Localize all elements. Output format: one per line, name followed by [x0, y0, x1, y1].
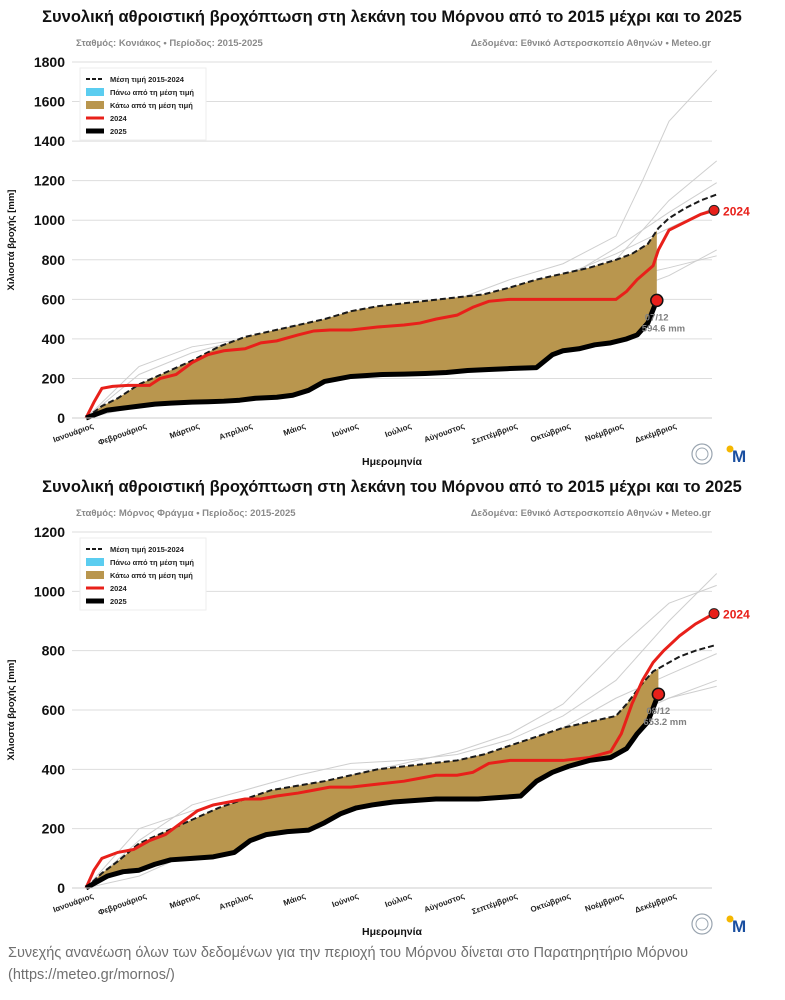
y-tick-label: 0 [57, 880, 65, 896]
y-axis-label: Χιλιοστά βροχής [mm] [6, 660, 17, 761]
legend-swatch-below [86, 571, 104, 579]
x-tick-label: Οκτώβριος [529, 421, 571, 444]
x-tick-label: Ιούλιος [384, 891, 413, 909]
chart-title: Συνολική αθροιστική βροχόπτωση στη λεκάν… [42, 8, 742, 26]
chart-mornos-dam-svg: Συνολική αθροιστική βροχόπτωση στη λεκάν… [6, 478, 750, 938]
year-2025-line [84, 693, 661, 891]
observatory-seal-inner-icon [695, 917, 709, 931]
legend-label: Πάνω από τη μέση τιμή [110, 558, 194, 567]
x-axis-label: Ημερομηνία [362, 456, 422, 468]
legend-label: 2024 [110, 584, 128, 593]
legend-swatch-above [86, 88, 104, 96]
x-tick-label: Αύγουστος [423, 891, 466, 914]
legend-label: Μέση τιμή 2015-2024 [110, 545, 185, 554]
chart-title: Συνολική αθροιστική βροχόπτωση στη λεκάν… [42, 478, 742, 496]
x-tick-label: Σεπτέμβριος [471, 891, 519, 916]
meteo-sun-icon [726, 445, 734, 453]
y-tick-label: 1400 [34, 133, 65, 149]
chart-konniakos: Συνολική αθροιστική βροχόπτωση στη λεκάν… [0, 0, 785, 470]
y-tick-label: 0 [57, 410, 65, 426]
other-year-line [85, 573, 718, 889]
x-tick-label: Δεκέμβριος [634, 421, 678, 444]
legend-label: Μέση τιμή 2015-2024 [110, 75, 185, 84]
y-tick-label: 1200 [34, 524, 65, 540]
y-tick-label: 400 [42, 761, 66, 777]
observatory-seal-inner-icon [695, 447, 709, 461]
legend: Μέση τιμή 2015-2024 Πάνω από τη μέση τιμή… [79, 67, 207, 141]
meteo-logo-icon: M [732, 917, 746, 936]
y-tick-label: 1600 [34, 94, 65, 110]
below-mean-area [86, 230, 657, 418]
legend: Μέση τιμή 2015-2024 Πάνω από τη μέση τιμή… [79, 537, 207, 611]
year-2024-line [84, 612, 715, 889]
below-mean-area [86, 668, 659, 888]
legend-label: Κάτω από τη μέση τιμή [110, 571, 193, 580]
y-axis-label: Χιλιοστά βροχής [mm] [6, 190, 17, 291]
chart-mornos-dam: Συνολική αθροιστική βροχόπτωση στη λεκάν… [0, 470, 785, 940]
x-tick-label: Φεβρουάριος [97, 891, 148, 917]
source-label: Δεδομένα: Εθνικό Αστεροσκοπείο Αθηνών • … [471, 508, 712, 519]
source-label: Δεδομένα: Εθνικό Αστεροσκοπείο Αθηνών • … [471, 38, 712, 49]
mean-line [85, 193, 718, 419]
x-tick-label: Ιούνιος [331, 891, 360, 909]
x-tick-label: Απρίλιος [218, 891, 254, 911]
x-axis-label: Ημερομηνία [362, 926, 422, 938]
x-tick-label: Φεβρουάριος [97, 421, 148, 447]
y-tick-label: 1000 [34, 212, 65, 228]
current-value-annotation: 653.2 mm [643, 717, 686, 728]
year-2025-current-marker [650, 293, 664, 308]
x-tick-label: Νοέμβριος [584, 421, 625, 443]
chart-konniakos-svg: Συνολική αθροιστική βροχόπτωση στη λεκάν… [6, 8, 750, 468]
legend-swatch-above [86, 558, 104, 566]
y-tick-label: 1800 [34, 54, 65, 70]
x-tick-label: Δεκέμβριος [634, 891, 678, 914]
mean-line [85, 643, 717, 889]
y-tick-label: 200 [42, 821, 66, 837]
x-tick-label: Μάρτιος [168, 891, 200, 910]
x-tick-label: Αύγουστος [423, 421, 466, 444]
current-value-annotation: 594.6 mm [642, 323, 685, 334]
station-label: Σταθμός: Κονιάκος • Περίοδος: 2015-2025 [76, 38, 264, 49]
year-2024-label: 2024 [723, 608, 750, 622]
legend-label: 2025 [110, 597, 127, 606]
x-tick-label: Νοέμβριος [584, 891, 625, 913]
current-date-annotation: 07/12 [645, 312, 669, 323]
x-tick-label: Μάρτιος [168, 421, 200, 440]
year-2024-end-marker [708, 608, 720, 620]
x-tick-label: Ιούνιος [331, 421, 360, 439]
observatory-seal-icon [691, 443, 713, 465]
year-2025-line [85, 299, 660, 421]
y-tick-label: 600 [42, 291, 66, 307]
year-2024-end-marker [708, 204, 720, 216]
y-tick-label: 800 [42, 252, 66, 268]
y-tick-label: 200 [42, 370, 66, 386]
meteo-sun-icon [726, 915, 734, 923]
x-tick-label: Απρίλιος [218, 421, 254, 441]
y-tick-label: 800 [42, 643, 66, 659]
y-tick-label: 600 [42, 702, 66, 718]
caption: Συνεχής ανανέωση όλων των δεδομένων για … [8, 945, 689, 983]
x-tick-label: Μάιος [282, 891, 307, 907]
legend-label: Κάτω από τη μέση τιμή [110, 101, 193, 110]
legend-swatch-below [86, 101, 104, 109]
observatory-seal-icon [691, 913, 713, 935]
x-tick-label: Σεπτέμβριος [471, 421, 519, 446]
legend-label: 2024 [110, 114, 128, 123]
year-2025-current-marker [651, 687, 666, 701]
x-tick-label: Μάιος [282, 421, 307, 437]
year-2024-label: 2024 [723, 204, 750, 218]
year-2024-line [84, 208, 715, 419]
legend-label: 2025 [110, 127, 127, 136]
x-tick-label: Ιούλιος [384, 421, 413, 439]
y-tick-label: 1000 [34, 583, 65, 599]
y-tick-label: 1200 [34, 173, 65, 189]
station-label: Σταθμός: Μόρνος Φράγμα • Περίοδος: 2015-… [76, 508, 296, 519]
current-date-annotation: 08/12 [646, 706, 670, 717]
meteo-logo-icon: M [732, 447, 746, 466]
y-tick-label: 400 [42, 331, 66, 347]
legend-label: Πάνω από τη μέση τιμή [110, 88, 194, 97]
x-tick-label: Οκτώβριος [529, 891, 571, 914]
